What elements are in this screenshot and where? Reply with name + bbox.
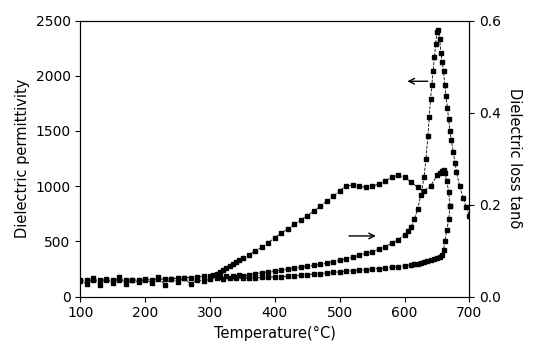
X-axis label: Temperature(°C): Temperature(°C): [214, 326, 336, 341]
Y-axis label: Dielectric permittivity: Dielectric permittivity: [15, 79, 30, 238]
Y-axis label: Dielectric loss tanδ: Dielectric loss tanδ: [507, 89, 522, 229]
